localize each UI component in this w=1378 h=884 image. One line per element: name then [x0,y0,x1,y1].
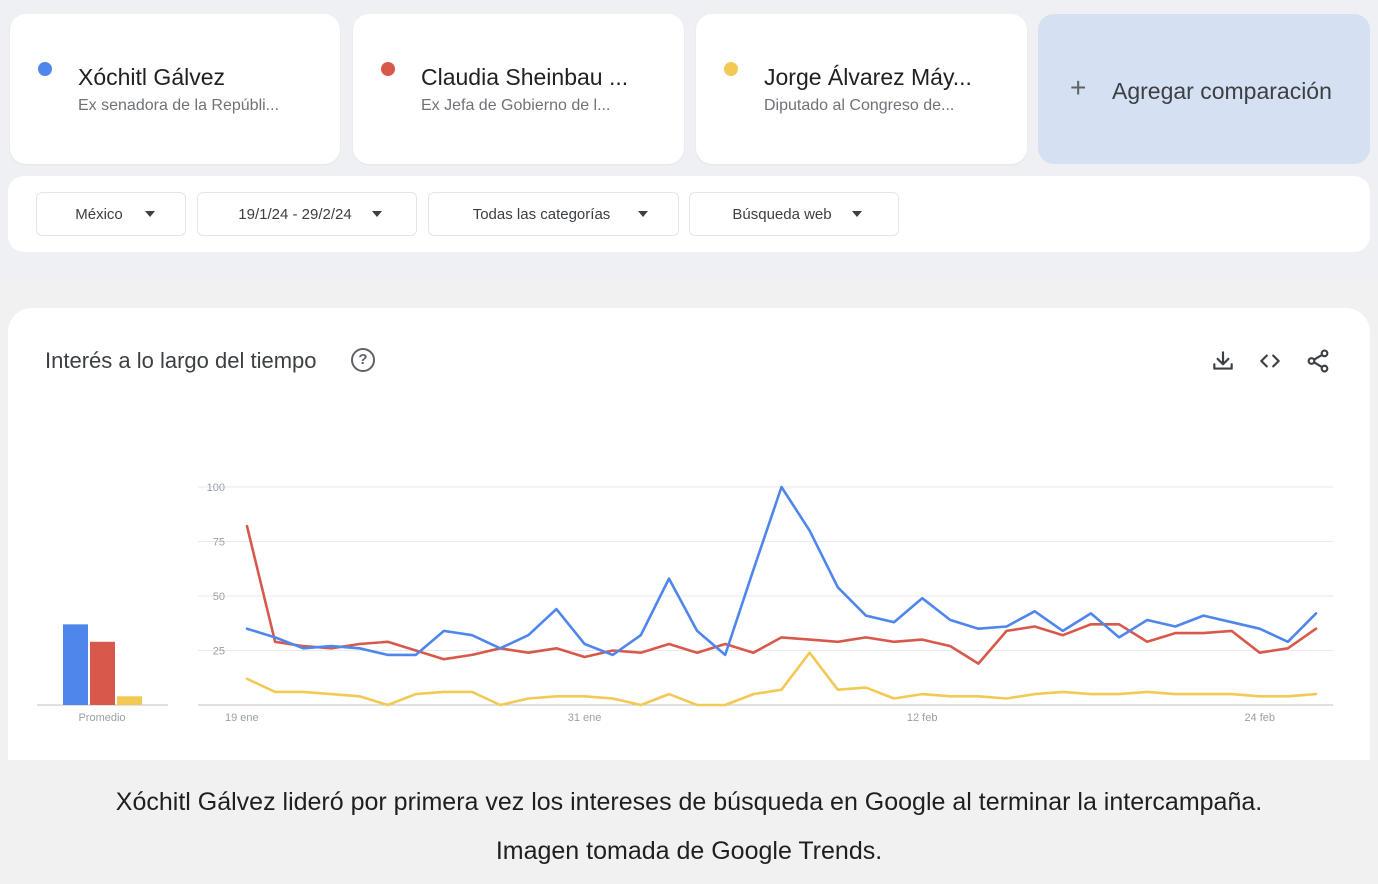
term-name: Xóchitl Gálvez [78,64,226,90]
date-range-filter[interactable]: 19/1/24 - 29/2/24 [197,192,417,236]
embed-code-icon[interactable] [1257,348,1283,374]
y-tick-label: 100 [207,482,225,494]
interest-chart: 100 75 50 25 19 ene 31 ene 12 feb 24 feb Promedi… [37,482,1333,724]
average-bar-1 [90,641,115,705]
filter-label: Todas las categorías [472,206,611,223]
caption-line-1: Xóchitl Gálvez lideró por primera vez lo… [115,788,1263,816]
x-tick-label: 31 ene [568,712,602,724]
caret-down-icon [372,211,382,217]
term-card-claudia[interactable]: Claudia Sheinbau ... Ex Jefa de Gobierno… [353,14,684,164]
series-line-0 [245,485,1318,657]
filter-bar: México 19/1/24 - 29/2/24 Todas las categ… [8,176,1370,252]
y-tick-label: 25 [213,646,225,658]
filter-label: 19/1/24 - 29/2/24 [238,206,352,223]
series-color-dot [38,62,52,76]
series-color-dot [381,62,395,76]
add-comparison-button[interactable]: + Agregar comparación [1038,14,1370,164]
y-tick-label: 50 [213,591,225,603]
caret-down-icon [852,211,862,217]
term-description: Diputado al Congreso de... [764,97,955,114]
x-tick-label: 24 feb [1244,712,1275,724]
average-bar-0 [63,624,88,705]
filter-label: México [75,206,123,223]
region-filter[interactable]: México [36,192,186,236]
x-tick-label: 19 ene [225,712,259,724]
average-label: Promedio [78,712,125,724]
term-description: Ex senadora de la Repúbli... [78,97,280,114]
interest-over-time-card: Interés a lo largo del tiempo ? 100 75 50 2… [8,308,1370,760]
series-line-1 [245,524,1318,665]
term-name: Claudia Sheinbau ... [421,64,629,90]
help-icon[interactable]: ? [351,348,375,372]
y-tick-label: 75 [213,537,225,549]
chart-title: Interés a lo largo del tiempo [45,348,317,373]
term-name: Jorge Álvarez Máy... [764,64,972,90]
average-bar-2 [117,696,142,705]
category-filter[interactable]: Todas las categorías [428,192,679,236]
share-icon[interactable] [1305,348,1331,374]
term-card-xochitl[interactable]: Xóchitl Gálvez Ex senadora de la Repúbli… [10,14,340,164]
series-color-dot [724,62,738,76]
x-tick-label: 12 feb [907,712,938,724]
term-card-jorge[interactable]: Jorge Álvarez Máy... Diputado al Congres… [696,14,1027,164]
plus-icon: + [1070,72,1087,103]
term-description: Ex Jefa de Gobierno de l... [421,97,611,114]
download-icon[interactable] [1210,348,1236,374]
search-type-filter[interactable]: Búsqueda web [689,192,899,236]
caret-down-icon [145,211,155,217]
caption-line-2: Imagen tomada de Google Trends. [495,837,883,865]
series-line-2 [245,651,1318,707]
add-comparison-label: Agregar comparación [1112,78,1332,104]
caret-down-icon [638,211,648,217]
filter-label: Búsqueda web [732,206,832,223]
